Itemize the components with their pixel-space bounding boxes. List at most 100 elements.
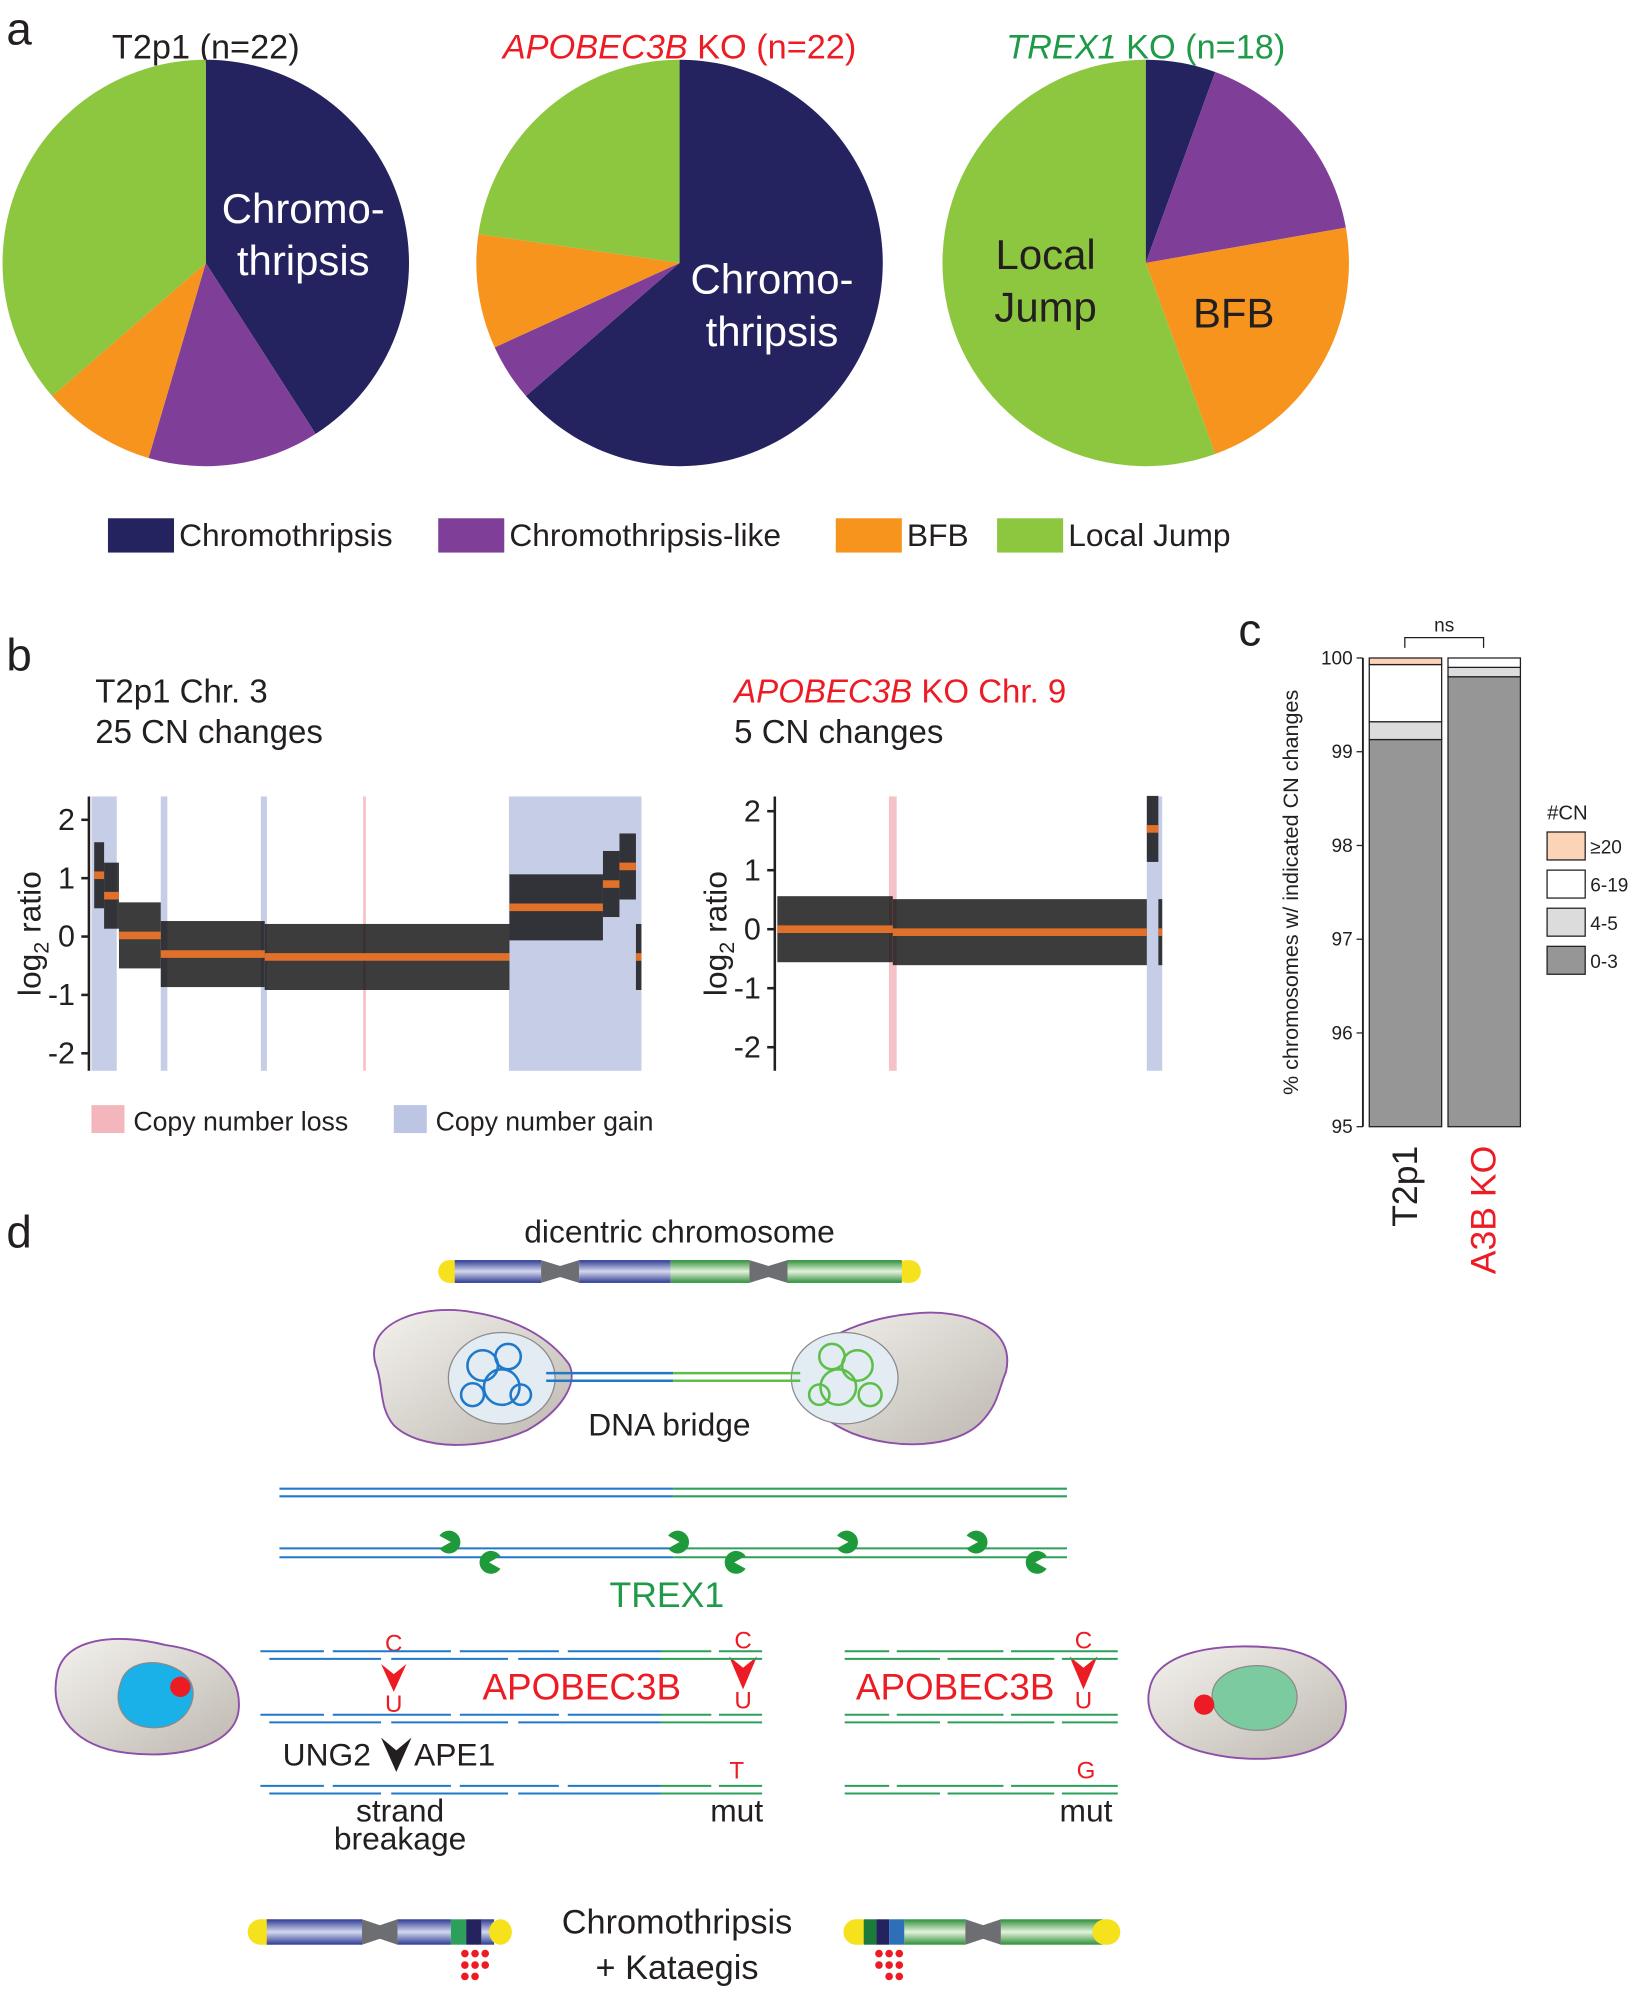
bar-segment: [1368, 663, 1443, 723]
y-axis-label: log2 ratio: [698, 871, 740, 996]
arm: [397, 1919, 451, 1945]
chromosome: [438, 1260, 921, 1283]
legend-label: BFB: [907, 517, 969, 553]
slice-label-line: Jump: [994, 283, 1096, 330]
diagram: dicentric chromosome DNA bridge TREX1 C …: [54, 1213, 1347, 1987]
legend-swatch: [438, 518, 505, 553]
fragment: [889, 1919, 905, 1945]
pie-slice: [476, 234, 680, 348]
diagram-label: mut: [710, 1792, 763, 1828]
legend-label: Copy number loss: [133, 1107, 348, 1137]
arrow: [729, 1656, 758, 1690]
pie-slice: [148, 262, 316, 467]
plot-title-part: T2p1 Chr. 3: [95, 672, 268, 709]
pie-title-part: KO (n=22): [688, 28, 857, 66]
arm: [454, 1260, 542, 1283]
bar-segment: [1447, 666, 1522, 678]
bar-segment: [1447, 657, 1522, 669]
telomere: [489, 1919, 512, 1945]
fragment: [450, 1919, 467, 1945]
panel-label: a: [6, 3, 32, 54]
y-axis-label-part: 2: [28, 942, 53, 954]
centromere: [541, 1260, 580, 1283]
pie-slice: [205, 59, 409, 434]
diagram-label: strand: [356, 1792, 444, 1828]
kataegis-dots: [461, 1949, 904, 1981]
trex1: [966, 1530, 988, 1554]
y-tick-label: -2: [48, 1036, 75, 1070]
bar-segment: [1368, 738, 1443, 1128]
slice-label: Local Jump: [994, 231, 1096, 330]
diagram-label: breakage: [334, 1820, 466, 1856]
slice-label: BFB: [1193, 290, 1275, 337]
diagram-label: dicentric chromosome: [524, 1213, 835, 1249]
diagram-label: UNG2: [283, 1737, 371, 1773]
diagram-label: APOBEC3B: [482, 1667, 681, 1708]
y-tick-label: 96: [1332, 1023, 1353, 1044]
trex1: [724, 1550, 746, 1574]
base: U: [1075, 1687, 1092, 1714]
fragment: [876, 1919, 890, 1945]
chromatin: [807, 1342, 883, 1408]
y-axis-label-part: ratio: [12, 871, 48, 942]
y-axis-label: log2 ratio: [12, 871, 54, 996]
centromere: [749, 1260, 788, 1283]
pie-slice: [942, 59, 1216, 467]
diagram-label: DNA bridge: [588, 1406, 750, 1442]
y-tick-label: 98: [1332, 836, 1353, 857]
pie-slice: [525, 59, 883, 467]
y-axis-label-part: log: [12, 954, 48, 996]
bar-segment: [1368, 721, 1443, 741]
pie-slice: [52, 262, 206, 458]
plot-title-part: KO Chr. 9: [912, 672, 1066, 709]
y-tick-label: -2: [734, 1030, 761, 1064]
y-tick-label: 97: [1332, 930, 1353, 951]
y-tick-label: 2: [58, 803, 75, 837]
diagram-label: APE1: [414, 1737, 495, 1773]
pie-slice: [2, 59, 206, 397]
legend-label: 6-19: [1590, 876, 1628, 897]
plot-subtitle: 25 CN changes: [95, 713, 323, 750]
legend-title: #CN: [1547, 802, 1588, 824]
base: C: [385, 1630, 402, 1657]
legend-swatch: [107, 518, 175, 553]
micronucleus: [170, 1676, 191, 1698]
slice-label-line: thripsis: [706, 308, 839, 355]
arm: [266, 1919, 363, 1945]
trex1: [439, 1530, 461, 1554]
y-tick-label: 100: [1321, 648, 1353, 669]
base: U: [734, 1687, 751, 1714]
legend-swatch: [997, 518, 1064, 553]
y-tick-label: 1: [58, 861, 75, 895]
panel-labels: a b c d: [6, 3, 1261, 1257]
slice-label-line: thripsis: [237, 237, 370, 284]
pie-slice: [1145, 59, 1216, 263]
plot-title: APOBEC3B KO Chr. 9: [732, 672, 1066, 709]
arrow: [1069, 1656, 1098, 1690]
trex1: [668, 1530, 690, 1554]
significance-bracket: [1404, 637, 1485, 648]
arm: [670, 1260, 750, 1283]
legend-label: Chromothripsis-like: [509, 517, 781, 553]
micronucleus: [1193, 1694, 1215, 1715]
arrow: [381, 1737, 412, 1772]
slice-label-line: Local: [996, 231, 1096, 278]
pie-slice: [478, 59, 680, 263]
slice-label-line: Chromo-: [222, 185, 385, 232]
base: U: [385, 1691, 402, 1718]
panel-label: c: [1238, 604, 1261, 655]
diagram-label: Chromothripsis: [562, 1903, 793, 1941]
centromere: [362, 1919, 398, 1945]
diagram-label: APOBEC3B: [856, 1667, 1055, 1708]
legend-swatch: [1546, 945, 1586, 975]
y-axis-label: % chromosomes w/ indicated CN changes: [1278, 689, 1303, 1095]
base: T: [729, 1757, 744, 1784]
legend-label: 0-3: [1590, 952, 1618, 973]
nucleus: [1211, 1665, 1298, 1731]
pie-slice: [494, 262, 680, 397]
y-tick-label: 95: [1332, 1117, 1353, 1138]
y-axis-label-part: 2: [714, 942, 739, 954]
chromatin: [459, 1342, 533, 1408]
legend-swatch: [1546, 869, 1586, 899]
